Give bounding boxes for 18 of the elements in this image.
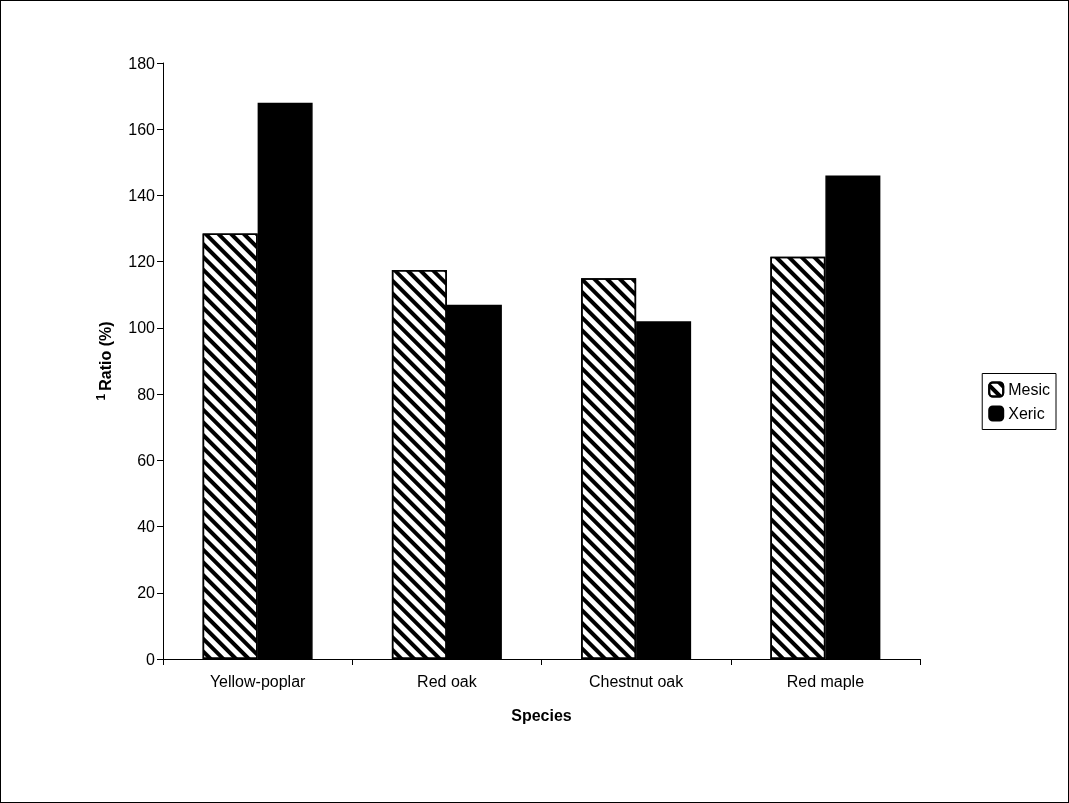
x-tick-label: Red maple: [786, 672, 865, 690]
x-axis-title: Species: [511, 706, 572, 724]
y-tick-label: 0: [146, 650, 156, 668]
y-tick-label: 40: [137, 518, 156, 536]
x-tick-label: Red oak: [417, 672, 478, 690]
y-axis-title: 1Ratio (%): [94, 321, 114, 401]
y-tick-label: 160: [128, 120, 156, 138]
legend-label: Mesic: [1008, 381, 1050, 398]
y-tick-label: 140: [128, 186, 156, 204]
x-tick-label: Yellow-poplar: [209, 672, 307, 690]
y-tick-label: 100: [128, 319, 156, 337]
y-tick-label: 20: [137, 584, 156, 602]
y-tick-label: 80: [137, 385, 156, 403]
y-tick-label: 180: [128, 54, 156, 72]
y-tick-label: 120: [128, 253, 156, 271]
x-tick-label: Chestnut oak: [588, 672, 685, 690]
legend-label: Xeric: [1008, 405, 1045, 422]
y-tick-label: 60: [137, 451, 156, 469]
